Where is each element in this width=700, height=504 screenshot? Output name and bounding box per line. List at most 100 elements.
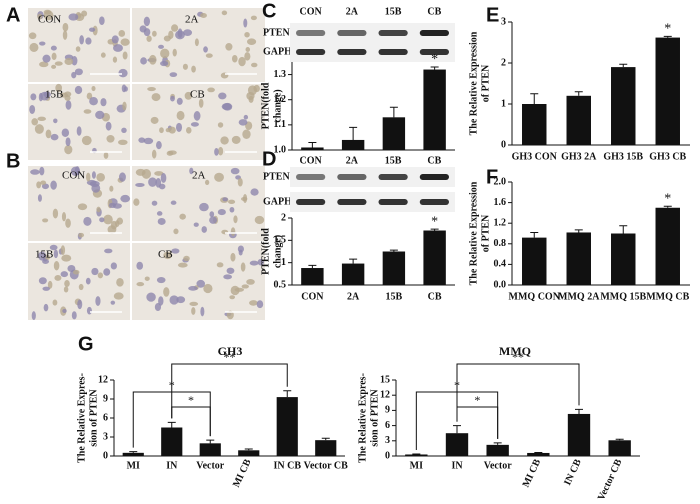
cell (217, 209, 226, 216)
x-tick-label: CB (428, 291, 442, 302)
cell (177, 262, 188, 268)
image-label: CB (158, 249, 173, 261)
cell (110, 262, 117, 270)
cell (176, 296, 186, 304)
cell (55, 83, 63, 93)
image-label: CB (190, 89, 205, 101)
cell (203, 46, 208, 53)
blot-band (419, 199, 449, 205)
cell (237, 177, 243, 187)
cell (176, 110, 185, 121)
cell (143, 137, 154, 145)
cell (76, 126, 82, 136)
cell (146, 292, 156, 302)
cell (136, 281, 145, 287)
cell (91, 267, 99, 276)
cell (99, 16, 105, 26)
y-tick-label: 0 (385, 450, 390, 461)
blot-band (378, 199, 408, 205)
cell (138, 137, 146, 143)
panel-letter: C (262, 0, 276, 22)
significance-mark: ** (224, 350, 236, 364)
cell (91, 85, 96, 92)
cell (121, 84, 127, 93)
image-label: 2A (185, 14, 199, 26)
cell (244, 52, 251, 61)
bar (608, 440, 631, 456)
cell (141, 169, 152, 179)
error-bar (129, 451, 138, 453)
x-tick-label: IN (451, 460, 463, 471)
cell (214, 172, 224, 182)
error-bar (493, 442, 502, 445)
cell (226, 267, 235, 274)
error-bar (308, 264, 317, 269)
cell (49, 244, 58, 251)
y-tick-label: 1.2 (494, 217, 507, 228)
cell (103, 214, 113, 225)
y-tick-label: 3 (501, 16, 506, 27)
cell (148, 54, 157, 65)
cell (37, 116, 46, 122)
cell (175, 122, 183, 133)
cell (150, 116, 159, 124)
cell (209, 216, 218, 224)
cell (148, 177, 157, 187)
cell (190, 122, 199, 127)
cell (41, 183, 50, 190)
cell (61, 211, 67, 222)
significance-mark: * (664, 191, 671, 206)
cell (216, 262, 224, 268)
cell (45, 129, 52, 139)
x-tick-label: MI (410, 460, 423, 471)
cell (43, 9, 52, 15)
cell (47, 280, 53, 289)
cell (163, 287, 170, 297)
cell (243, 18, 248, 28)
cell (231, 135, 241, 144)
cell (113, 44, 123, 52)
error-bar (530, 93, 539, 104)
y-tick-label: 0.4 (494, 259, 507, 270)
bar (423, 69, 446, 150)
blot-band (419, 30, 449, 36)
chart-title: GH3 (218, 344, 243, 358)
cell (53, 249, 59, 259)
cell (106, 135, 115, 143)
cell (151, 200, 158, 206)
cell (196, 279, 206, 288)
cell (207, 87, 215, 93)
image-label: 15B (35, 249, 53, 261)
cell (31, 118, 39, 126)
cell (199, 202, 209, 212)
y-tick-label: 1.6 (494, 197, 507, 208)
cell (75, 46, 81, 52)
y-axis-label: change) (272, 235, 283, 268)
cell (230, 252, 236, 262)
bar (161, 427, 183, 456)
bar (382, 251, 406, 285)
significance-bracket (171, 363, 288, 419)
lane-label: CB (427, 155, 441, 166)
cell (230, 227, 236, 237)
y-axis-label: The Relative Expression (468, 181, 479, 285)
y-axis-label: sion of PTEN (369, 389, 380, 447)
cell (209, 211, 215, 218)
bar (301, 147, 324, 150)
cell (110, 300, 116, 305)
y-tick-label: 3 (385, 435, 390, 446)
blot-band (419, 49, 449, 55)
cell (60, 271, 69, 278)
cell (160, 60, 169, 67)
cell (91, 171, 96, 179)
blot-band (296, 199, 326, 205)
bar (382, 117, 406, 150)
cell (133, 198, 140, 206)
cell (250, 15, 257, 21)
cell (226, 310, 234, 320)
significance-mark: * (431, 214, 438, 229)
cell (50, 45, 57, 51)
bar (199, 443, 221, 456)
y-tick-label: 9 (103, 393, 108, 404)
cell (158, 44, 164, 49)
